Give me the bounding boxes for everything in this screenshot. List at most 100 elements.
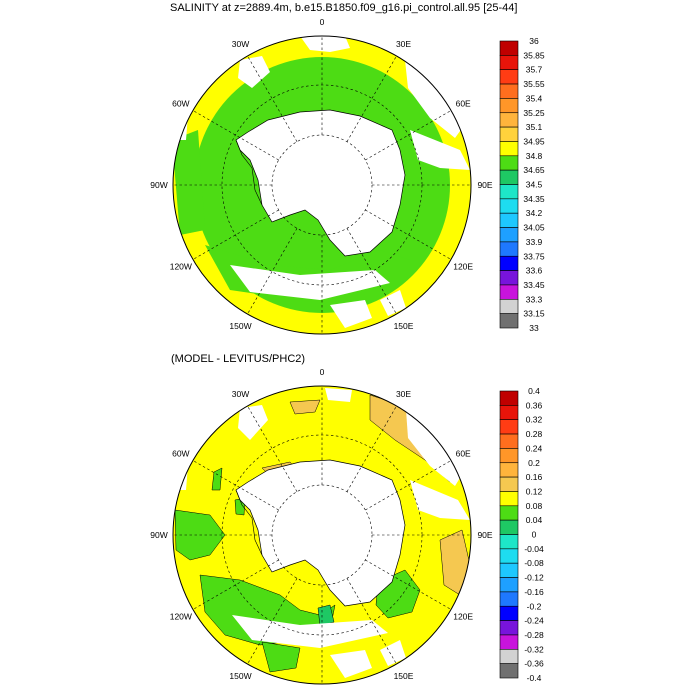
colorbar-label: 33.9 — [526, 237, 543, 247]
colorbar-swatch — [499, 241, 519, 257]
difference-field — [173, 386, 471, 684]
colorbar-label: 34.65 — [523, 165, 545, 175]
colorbar-swatch — [499, 83, 519, 99]
colorbar-swatch — [499, 405, 519, 420]
colorbar-label: 35.55 — [523, 79, 545, 89]
colorbar-label: 0.16 — [526, 472, 543, 482]
colorbar-label: 35.25 — [523, 108, 545, 118]
colorbar-swatch — [499, 198, 519, 214]
meridian-line — [346, 228, 397, 315]
colorbar-label: 0.08 — [526, 501, 543, 511]
colorbar-swatch — [499, 577, 519, 593]
colorbar-swatch — [499, 476, 519, 492]
lon-label: 120E — [453, 612, 473, 622]
salinity-map: 0 30E 60E 90E 120E 150E 180 150W 120W 90W 60W 30W 3… — [150, 17, 545, 345]
colorbar-label: 33 — [529, 323, 539, 333]
colorbar-label: 0.28 — [526, 429, 543, 439]
lon-label: 180 — [315, 343, 329, 345]
colorbar-label: -0.04 — [524, 544, 544, 554]
meridian-line — [346, 55, 397, 142]
difference-map: 0 30E 60E 90E 120E 150E 180 150W 120W 90W 60W 30W 0… — [150, 367, 544, 695]
colorbar-swatch — [499, 519, 519, 535]
meridian-line — [192, 460, 279, 511]
meridian-line — [247, 578, 298, 665]
lon-label: 0 — [320, 17, 325, 27]
colorbar-swatch — [499, 491, 519, 507]
meridians — [173, 386, 471, 684]
lon-label: 150W — [229, 321, 251, 331]
colorbar-swatch — [499, 663, 519, 679]
meridian-line — [365, 209, 452, 260]
map-border — [172, 385, 472, 685]
colorbar-swatch — [499, 255, 519, 271]
colorbar-swatch — [499, 313, 519, 329]
colorbar-label: 34.35 — [523, 194, 545, 204]
lon-label: 120W — [170, 262, 192, 272]
longitude-labels: 0 30E 60E 90E 120E 150E 180 150W 120W 90W 60W 30W — [150, 17, 493, 345]
colorbar-swatch — [499, 448, 519, 464]
colorbar-swatch — [499, 462, 519, 478]
meridian-line — [365, 460, 452, 511]
lon-label: 150E — [394, 671, 414, 681]
lon-label: 60E — [456, 449, 471, 459]
meridian-line — [192, 110, 279, 161]
lon-label: 90W — [150, 180, 167, 190]
difference-colorbar: 0.4 0.36 0.32 0.28 0.24 0.2 0.16 0.12 0.08 0.04 0 -… — [499, 386, 544, 683]
colorbar-swatch — [499, 548, 519, 564]
colorbar-label: -0.12 — [524, 573, 544, 583]
meridian-line — [365, 559, 452, 610]
lon-label: 150E — [394, 321, 414, 331]
colorbar-label: -0.2 — [527, 601, 542, 611]
map-border — [172, 35, 472, 335]
lon-label: 60W — [172, 449, 189, 459]
colorbar-swatch — [499, 270, 519, 286]
meridian-line — [247, 405, 298, 492]
colorbar-swatch — [499, 112, 519, 128]
colorbar-swatch — [499, 298, 519, 314]
lon-label: 0 — [320, 367, 325, 377]
colorbar-label: 33.3 — [526, 294, 543, 304]
colorbar-label: -0.36 — [524, 659, 544, 669]
antarctica-land — [235, 459, 406, 607]
colorbar-label: -0.24 — [524, 616, 544, 626]
colorbar-label: 35.7 — [526, 65, 543, 75]
colorbar-swatch — [499, 126, 519, 142]
colorbar-label: 34.05 — [523, 223, 545, 233]
colorbar-label: 34.8 — [526, 151, 543, 161]
lon-label: 180 — [315, 693, 329, 695]
lon-label: 120W — [170, 612, 192, 622]
colorbar-swatch — [499, 591, 519, 607]
colorbar-swatch — [499, 390, 519, 406]
colorbar-swatch — [499, 227, 519, 243]
lon-label: 90W — [150, 530, 167, 540]
lon-label: 90E — [477, 530, 492, 540]
colorbar-label: 0.32 — [526, 415, 543, 425]
colorbar-swatch — [499, 40, 519, 56]
colorbar-label: 35.85 — [523, 50, 545, 60]
colorbar-label: 34.95 — [523, 136, 545, 146]
colorbar-swatch — [499, 605, 519, 621]
colorbar-label: 0.12 — [526, 486, 543, 496]
panel-title-difference: (MODEL - LEVITUS/PHC2) — [171, 353, 306, 365]
antarctica-land — [235, 109, 406, 257]
colorbar-swatch — [499, 284, 519, 300]
colorbar-swatch — [499, 55, 519, 70]
colorbar-swatch — [499, 634, 519, 650]
colorbar-swatch — [499, 155, 519, 171]
colorbar-swatch — [499, 169, 519, 185]
lon-label: 60W — [172, 99, 189, 109]
colorbar-swatch — [499, 648, 519, 664]
colorbar-label: 34.2 — [526, 208, 543, 218]
colorbar-label: 0.2 — [528, 458, 540, 468]
colorbar-swatch — [499, 69, 519, 85]
colorbar-swatch — [499, 141, 519, 157]
lon-label: 30W — [232, 389, 249, 399]
salinity-colorbar: 36 35.85 35.7 35.55 35.4 35.25 35.1 34.95 34.8 34… — [499, 36, 545, 333]
colorbar-label: -0.32 — [524, 644, 544, 654]
meridian-line — [192, 209, 279, 260]
colorbar-label: 0 — [532, 530, 537, 540]
lon-label: 120E — [453, 262, 473, 272]
meridians — [173, 36, 471, 334]
colorbar-swatch — [499, 184, 519, 200]
colorbar-swatch — [499, 562, 519, 578]
